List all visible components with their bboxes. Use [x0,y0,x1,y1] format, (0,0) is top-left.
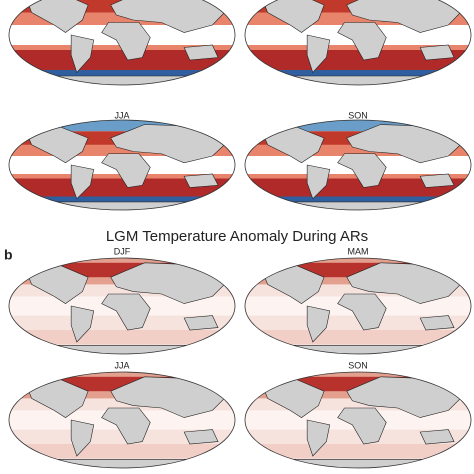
land [306,164,331,200]
anomaly-band [9,196,235,204]
map [9,372,235,468]
land [110,0,230,33]
land [337,153,387,188]
land [306,305,331,343]
land [101,22,151,61]
anomaly-band [245,178,471,197]
anomaly-band [245,70,471,78]
map [245,372,471,468]
map [245,0,471,85]
land [70,419,95,457]
land [256,345,460,354]
anomaly-band [9,330,235,345]
land [70,34,95,74]
land [25,0,89,33]
land [25,264,89,304]
land [25,378,89,418]
anomaly-band [245,144,471,156]
land [101,407,151,445]
map-label: JJA [114,360,129,370]
map-border [8,0,236,86]
anomaly-band [9,120,235,132]
anomaly-band [245,444,471,459]
anomaly-band [9,50,235,70]
land [20,345,224,354]
map-border [8,257,236,355]
panel-title: LGM Temperature Anomaly During ARs [106,228,368,245]
map-label: SON [348,110,368,120]
anomaly-band [245,50,471,70]
land [183,173,219,188]
land [419,44,455,61]
land [25,126,89,164]
anomaly-band [9,144,235,156]
land [419,315,455,331]
map [245,120,471,210]
panel-label: b [4,247,13,263]
land [256,75,460,85]
map-border [244,0,472,86]
land [337,22,387,61]
map-label: JJA [114,110,129,120]
anomaly-band [9,178,235,197]
land [70,164,95,200]
land [20,75,224,85]
anomaly-band [245,196,471,204]
land [419,429,455,445]
land [20,201,224,210]
map [9,120,235,210]
map-border [244,257,472,355]
map [245,258,471,354]
land [306,419,331,457]
map-border [244,371,472,469]
land [101,293,151,331]
land [256,201,460,210]
anomaly-band [9,444,235,459]
map-border [244,119,472,211]
land [261,126,325,164]
anomaly-band [245,120,471,132]
map-border [8,371,236,469]
land [346,0,466,33]
land [183,315,219,331]
map [9,258,235,354]
land [101,153,151,188]
land [261,378,325,418]
land [183,429,219,445]
land [261,0,325,33]
anomaly-band [245,330,471,345]
map-border [8,119,236,211]
map [9,0,235,85]
land [306,34,331,74]
land [419,173,455,188]
map-label: DJF [114,246,131,256]
land [337,407,387,445]
land [20,459,224,468]
land [256,459,460,468]
anomaly-band [9,70,235,78]
land [261,264,325,304]
land [183,44,219,61]
land [70,305,95,343]
map-label: MAM [348,246,369,256]
land [337,293,387,331]
map-label: SON [348,360,368,370]
